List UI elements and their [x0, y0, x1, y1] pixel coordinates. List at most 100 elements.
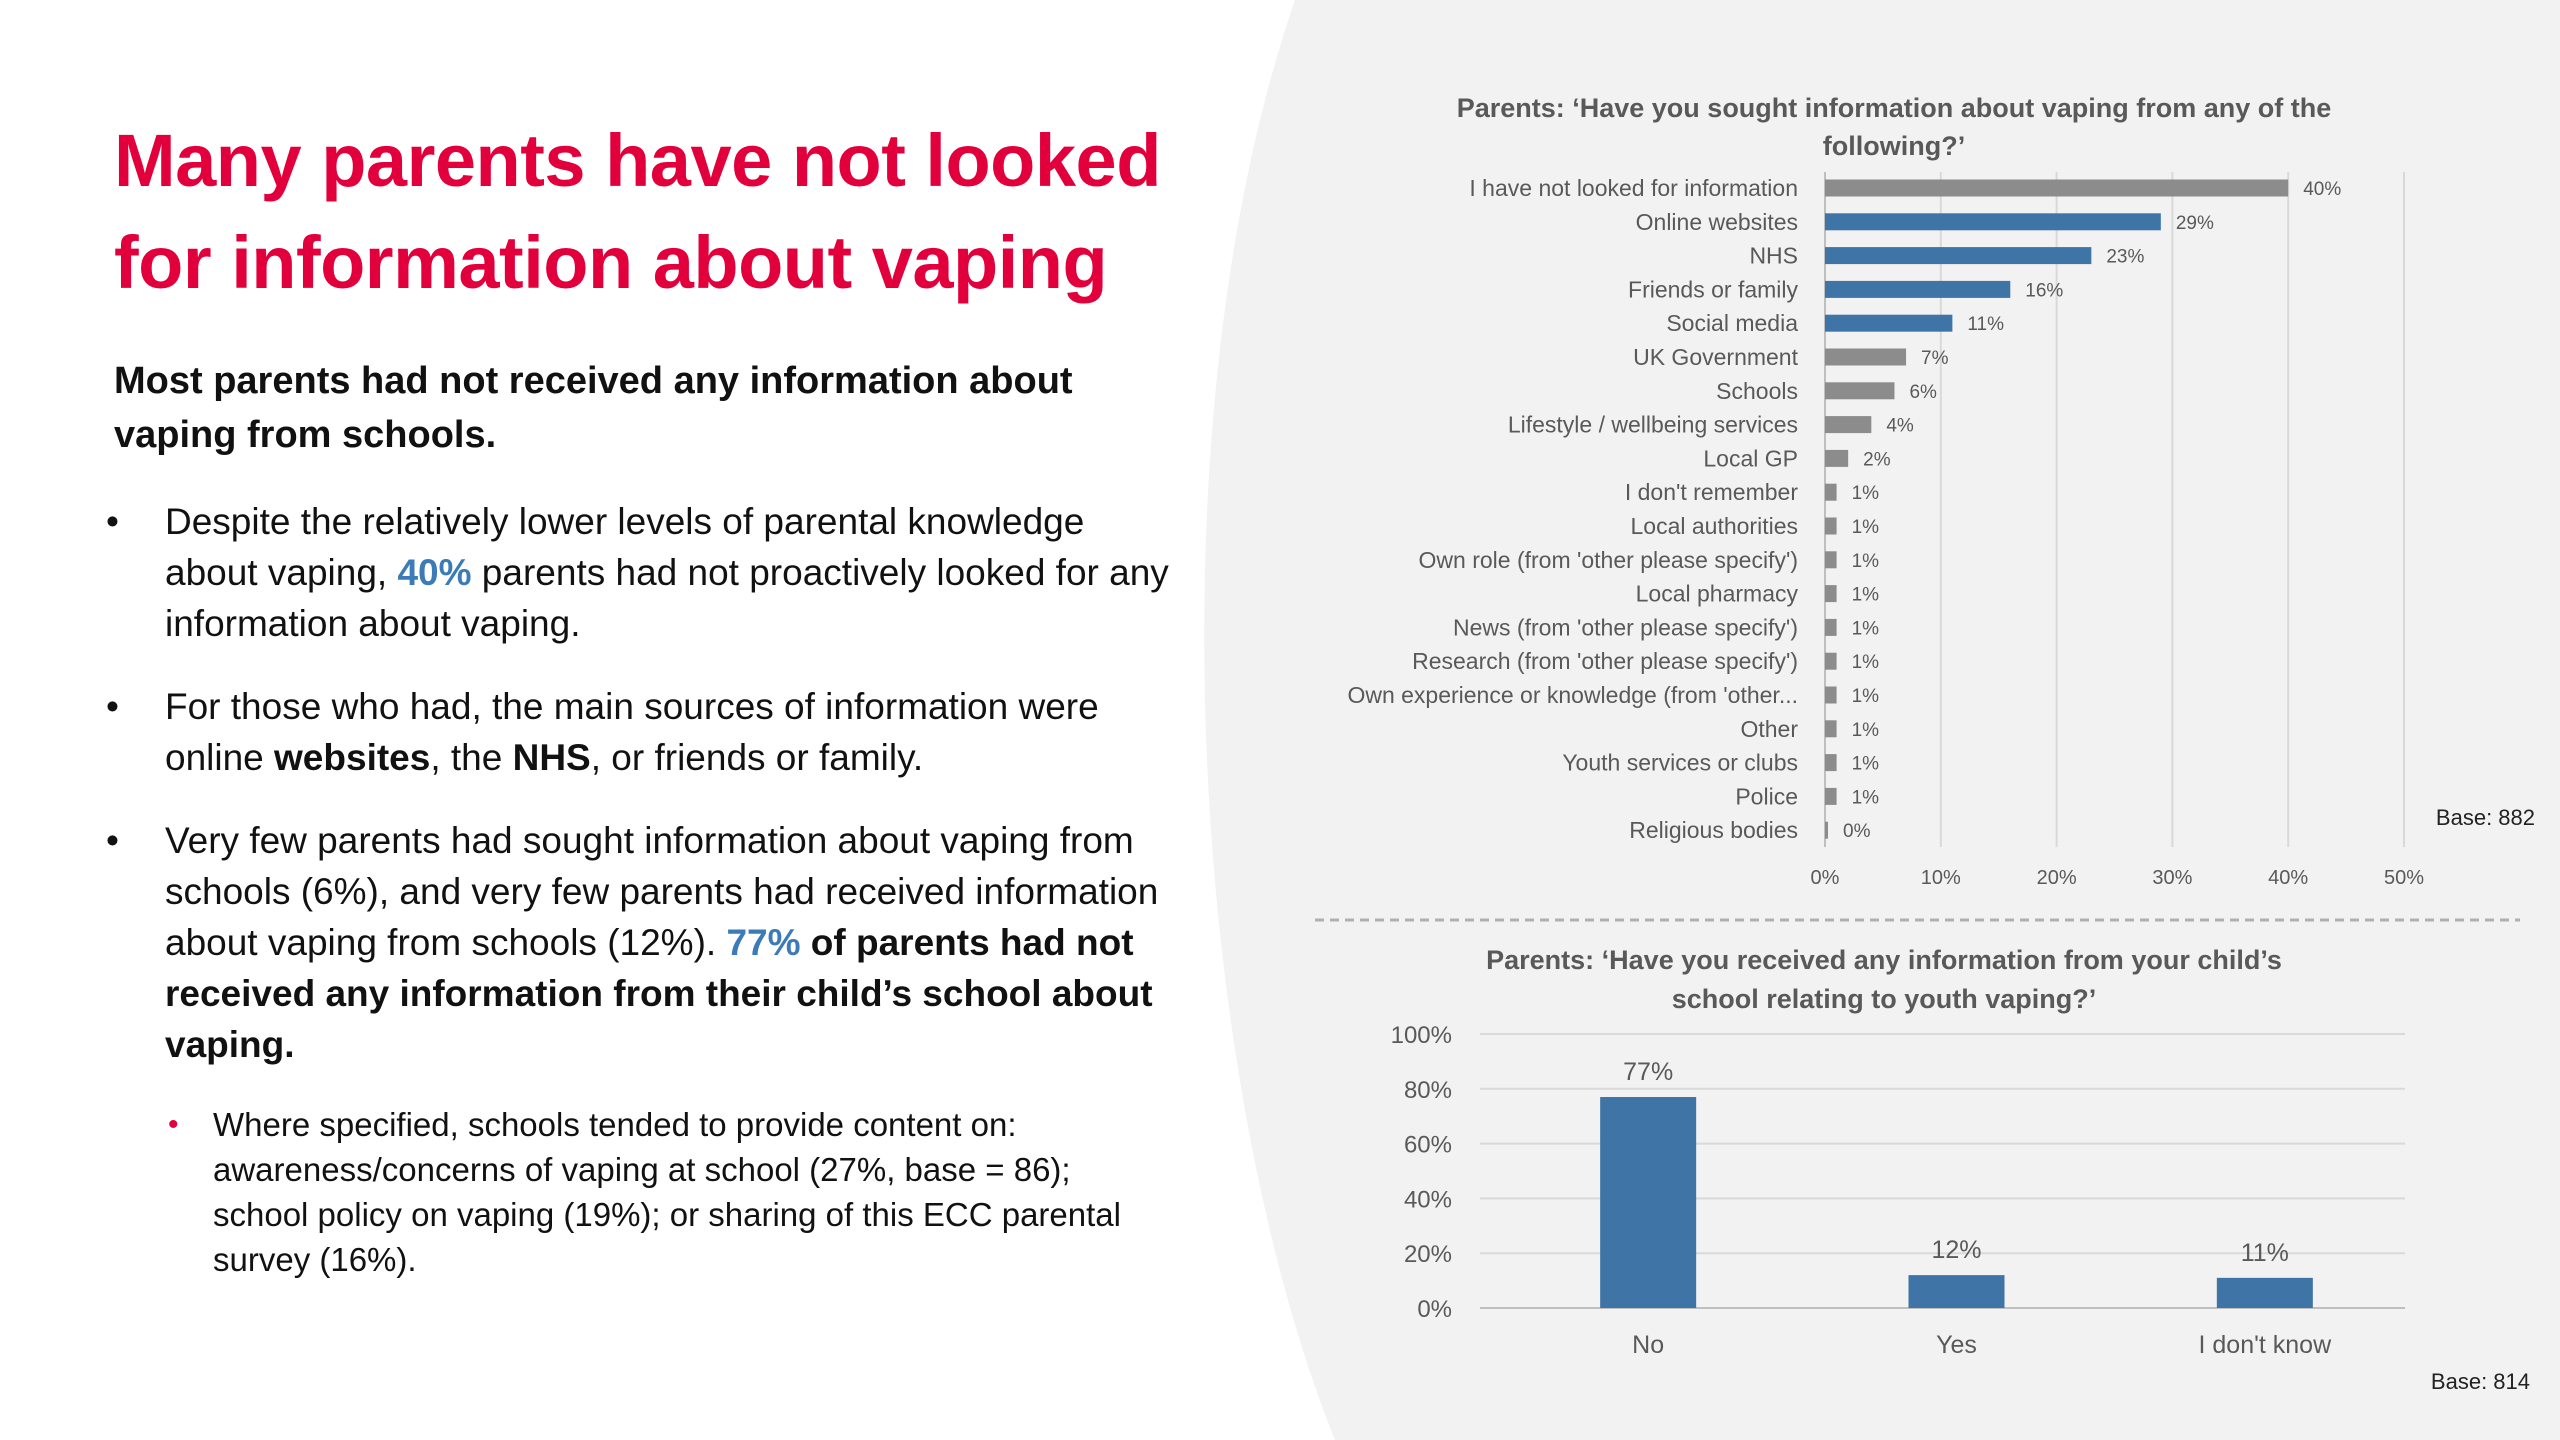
bullet-item: • Very few parents had sought informatio… — [106, 815, 1185, 1070]
chart1-data-label: 1% — [1852, 720, 1880, 741]
sub-bullet-text: Where specified, schools tended to provi… — [213, 1106, 1121, 1278]
chart2-title-line1: Parents: ‘Have you received any informat… — [1486, 945, 2282, 975]
chart1-base-label: Base: 882 — [2436, 805, 2535, 830]
chart1-category-label: Online websites — [1636, 209, 1798, 235]
chart1-bar — [1825, 449, 1849, 467]
chart1-title-line2: following?’ — [1823, 131, 1965, 161]
chart1-category-label: News (from 'other please specify') — [1453, 614, 1798, 640]
bullet-text: , or friends or family. — [590, 737, 924, 778]
bullet-text: Very few parents had sought information … — [165, 820, 1159, 963]
chart1-bar — [1825, 179, 2289, 197]
chart2-bar — [1600, 1097, 1697, 1308]
sub-bullet-dot: • — [168, 1108, 179, 1141]
chart1-title-line1: Parents: ‘Have you sought information ab… — [1457, 93, 2332, 123]
chart1-data-label: 1% — [1852, 551, 1880, 572]
chart1-bar — [1825, 618, 1837, 636]
chart1-category-label: I have not looked for information — [1469, 175, 1798, 201]
chart1-category-label: Own role (from 'other please specify') — [1419, 547, 1798, 573]
bullet-text: Despite the relatively lower levels of p… — [165, 501, 1085, 593]
bold-text: NHS — [512, 737, 591, 778]
chart1-category-label: Religious bodies — [1629, 817, 1798, 843]
chart1-bar — [1825, 483, 1837, 501]
chart2-data-label: 11% — [2241, 1239, 2289, 1267]
chart1-data-label: 1% — [1852, 585, 1880, 606]
bold-text: websites — [274, 737, 431, 778]
bold-text: of parents had not received any informat… — [165, 922, 1153, 1065]
chart1-category-label: Local pharmacy — [1636, 581, 1799, 607]
chart1-category-label: NHS — [1749, 243, 1798, 269]
chart1-bar — [1825, 416, 1872, 434]
chart1-data-label: 1% — [1852, 517, 1880, 538]
text-column: Many parents have not looked for informa… — [106, 110, 1214, 1282]
slide-title-line2: for information about vaping — [114, 221, 1108, 304]
slide-subtitle: Most parents had not received any inform… — [114, 360, 1073, 456]
chart2-bar — [1908, 1275, 2005, 1308]
bullet-item: • Despite the relatively lower levels of… — [106, 496, 1185, 649]
bullet-text: For those who had, the main sources of i… — [165, 686, 1099, 778]
chart1-category-label: Friends or family — [1628, 276, 1798, 302]
bullet-dot: • — [106, 501, 119, 542]
chart1-bar — [1825, 551, 1837, 569]
chart1-x-tick-label: 50% — [2384, 867, 2424, 889]
chart2-category-label: Yes — [1936, 1331, 1977, 1359]
chart2-data-label: 12% — [1931, 1236, 1981, 1264]
chart1-bar — [1825, 382, 1895, 400]
chart1-bar — [1825, 754, 1837, 772]
chart1-data-label: 1% — [1852, 754, 1880, 775]
bullet-dot: • — [106, 820, 119, 861]
chart1-bar — [1825, 720, 1837, 738]
chart1-x-tick-label: 10% — [1921, 867, 1961, 889]
chart2-data-label: 77% — [1623, 1058, 1673, 1086]
chart1-x-tick-label: 0% — [1811, 867, 1840, 889]
chart1-bars: I have not looked for information 40% Onli… — [1347, 175, 2341, 843]
chart2-bar — [2216, 1277, 2313, 1308]
chart1-category-label: Own experience or knowledge (from 'other… — [1347, 682, 1798, 708]
chart2-base-label: Base: 814 — [2431, 1369, 2530, 1394]
chart2-gridlines: 0% 20% 40% 60% 80% 100% — [1391, 1022, 2405, 1323]
chart1-data-label: 6% — [1909, 382, 1937, 403]
chart1-x-tick-label: 20% — [2037, 867, 2077, 889]
chart1-data-label: 1% — [1852, 483, 1880, 504]
chart2-y-tick-label: 80% — [1404, 1077, 1452, 1104]
chart1-data-label: 23% — [2106, 247, 2144, 268]
chart-divider — [1315, 918, 2520, 922]
chart1-data-label: 2% — [1863, 449, 1891, 470]
chart1-bar — [1825, 280, 2011, 298]
chart1-data-label: 11% — [1967, 314, 2004, 335]
slide-title-line1: Many parents have not looked — [114, 119, 1161, 202]
chart2-y-tick-label: 60% — [1404, 1132, 1452, 1159]
chart1-data-label: 1% — [1852, 652, 1880, 673]
chart1-category-label: I don't remember — [1625, 479, 1798, 505]
chart1-bar — [1825, 686, 1837, 704]
chart1-data-label: 7% — [1921, 348, 1949, 369]
chart1-data-label: 29% — [2176, 213, 2214, 234]
chart1-data-label: 0% — [1843, 821, 1871, 842]
chart1-bar — [1825, 247, 2092, 265]
chart1-bar — [1825, 821, 1828, 839]
chart1-bar — [1825, 787, 1837, 805]
right-grey-panel — [1204, 0, 2560, 1440]
bullet-item: • For those who had, the main sources of… — [106, 681, 1185, 783]
chart2-bars: 77% No 12% Yes 11% I don't know — [1600, 1058, 2332, 1359]
chart2-category-label: No — [1632, 1331, 1664, 1359]
sub-bullet-item: • Where specified, schools tended to pro… — [164, 1102, 1153, 1282]
chart1-x-tick-label: 30% — [2152, 867, 2192, 889]
chart1-bar — [1825, 652, 1837, 670]
chart1-category-label: Local authorities — [1631, 513, 1799, 539]
bullet-text: , the — [430, 737, 513, 778]
chart1-category-label: Local GP — [1703, 445, 1798, 471]
chart2-title-line2: school relating to youth vaping?’ — [1672, 984, 2097, 1014]
chart1-bar — [1825, 314, 1953, 332]
chart2-y-tick-label: 40% — [1404, 1186, 1452, 1213]
chart1-bar — [1825, 348, 1907, 366]
chart1-data-label: 16% — [2025, 280, 2063, 301]
chart1-data-label: 4% — [1886, 416, 1914, 437]
chart1-bar — [1825, 517, 1837, 535]
chart1-category-label: Schools — [1716, 378, 1798, 404]
chart1-category-label: Other — [1740, 716, 1798, 742]
chart1-category-label: Social media — [1666, 310, 1798, 336]
bullet-text: parents had not proactively looked for a… — [165, 552, 1169, 644]
chart2-y-tick-label: 20% — [1404, 1241, 1452, 1268]
